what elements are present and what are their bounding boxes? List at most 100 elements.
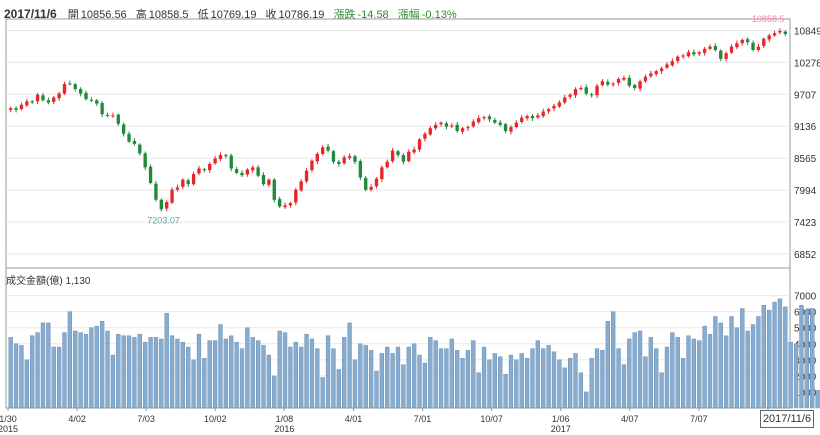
candle-body [310,160,314,171]
candle-body [692,52,696,55]
candle-body [73,84,77,90]
year-label: 2015 [0,424,18,434]
candle-body [762,38,766,46]
volume-bar [562,367,567,409]
high-label: 高 [135,9,147,21]
header-date: 2017/11/6 [4,7,57,21]
volume-bar [347,322,352,409]
volume-bar [777,298,783,409]
candle-body [116,114,120,124]
volume-bar [180,341,185,409]
pct-value: -0.13% [421,9,457,21]
volume-bar [476,372,481,409]
volume-bar [455,350,460,409]
candle-body [218,155,223,160]
volume-bar [707,333,713,409]
candle-body [186,180,190,185]
candle-body [277,199,282,207]
volume-bar [35,332,40,409]
volume-bar [304,333,309,409]
volume-bar [568,358,573,409]
candle-body [417,139,422,150]
candle-body [283,205,287,208]
change-label: 漲跌 [333,9,356,21]
candle-body [407,151,411,162]
volume-bar [272,375,277,409]
volume-bar [541,348,546,409]
year-label: 2017 [551,424,571,434]
candle-body [665,64,669,68]
price-axis: 6852 7423 7994 8565 9136 9707 10278 10849 [794,26,820,260]
candle-body [251,167,255,171]
volume-bar [368,350,374,409]
volume-bar [557,359,562,409]
candle-body [100,102,104,115]
volume-bar [524,358,530,409]
x-tick-label: 1/30 [0,414,17,424]
volume-bar [207,340,212,409]
candle-body [121,124,126,134]
close-value: 10786.19 [278,9,325,21]
candle-body [509,127,513,132]
candle-body [778,30,782,33]
volume-bar [508,354,514,409]
x-tick-label: 7/03 [137,414,155,424]
volume-bar [718,322,723,409]
candle-body [148,166,153,184]
volume-bar [756,316,761,409]
volume-bar [417,354,422,409]
candle-body [46,100,51,103]
volume-bar [288,346,293,409]
volume-bar [105,330,110,409]
price-grid [6,29,790,255]
cursor-date-box: 2017/11/6 [760,410,814,428]
x-tick-label: 4/07 [621,414,639,424]
candle-body [659,68,664,72]
candle-body [751,42,755,50]
volume-bar [750,324,756,409]
volume-bar [148,337,153,409]
volume-bar [767,309,772,409]
volume-bar [395,346,401,409]
volume-bar [460,358,465,409]
price-tick-label: 10849 [794,26,820,37]
candle-body [57,93,61,99]
candle-body [358,161,363,178]
candle-body [364,178,368,190]
candle-body [719,50,723,59]
candle-body [261,175,266,185]
candle-body [337,161,341,165]
price-tick-label: 9707 [794,90,817,101]
candle-body [224,155,228,157]
volume-tick-label: 7000 [794,292,817,303]
candle-body [745,39,750,43]
ohlc-header: 2017/11/6 開 10856.56 高 10858.5 低 10769.19 收… [4,6,463,22]
candle-body [52,97,56,102]
volume-label-text: 成交金額(億) [6,276,63,287]
volume-bar [379,353,384,409]
candle-body [84,92,88,100]
volume-bar [374,370,379,409]
candle-body [138,144,142,154]
volume-bar [724,335,729,409]
volume-bar [535,340,540,409]
volume-bar [309,338,315,409]
volume-bar [363,345,368,409]
candle-body [541,111,545,117]
candle-body [638,81,642,89]
candle-body [111,115,115,117]
candle-body [154,183,158,200]
volume-bar [654,348,659,409]
candle-body [41,95,45,101]
candle-body [272,179,276,200]
candle-body [466,127,470,129]
candle-body [369,186,373,190]
volume-bar [186,346,191,409]
candle-body [444,123,449,127]
candle-body [740,39,744,44]
open-label: 開 [67,9,79,21]
x-tick-label: 4/02 [68,414,86,424]
volume-bar [503,374,508,409]
volume-bar [83,333,89,409]
